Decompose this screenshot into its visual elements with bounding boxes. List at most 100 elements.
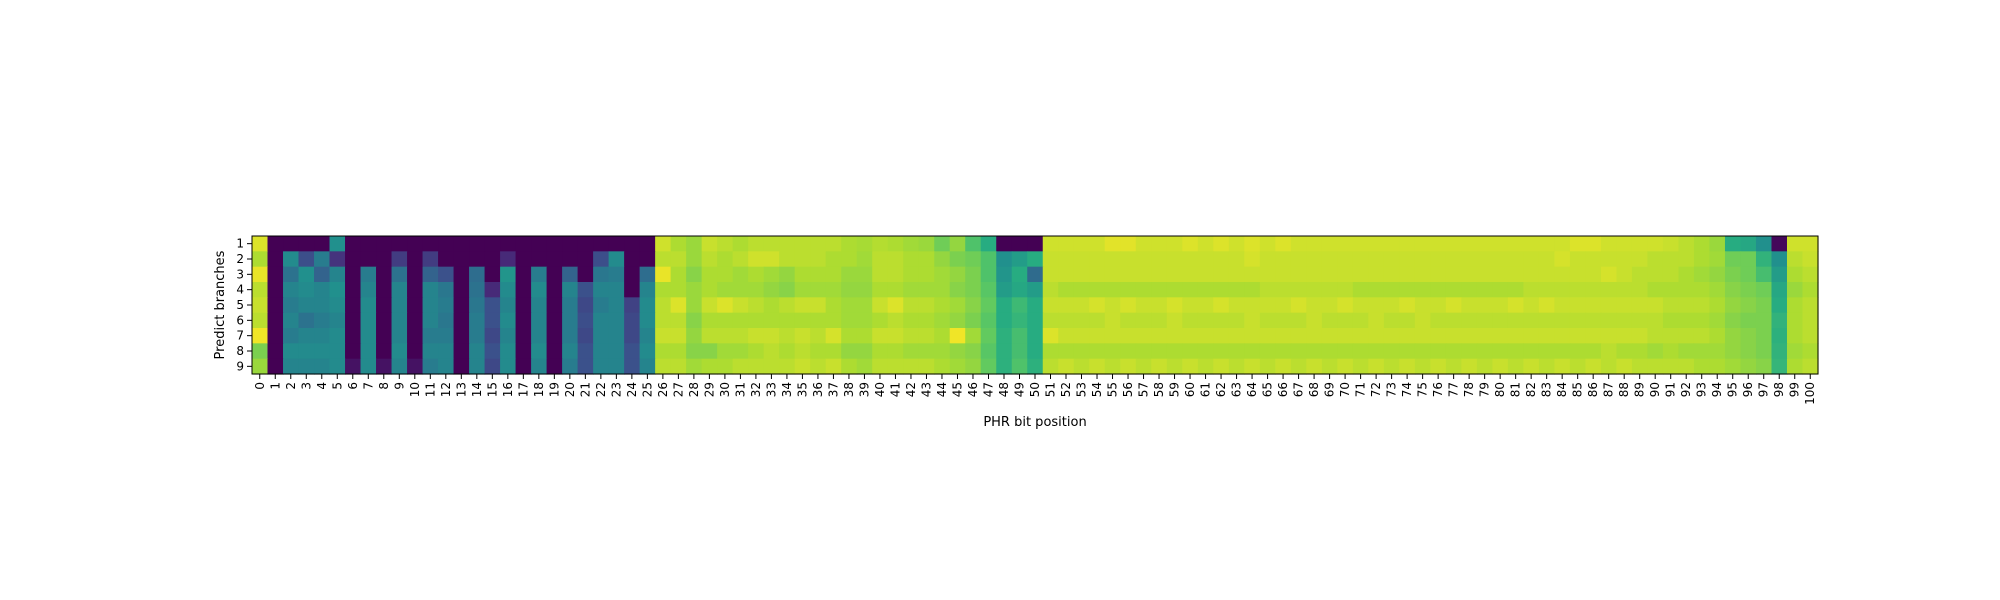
heatmap-cell xyxy=(1600,266,1618,283)
heatmap-cell xyxy=(608,266,625,283)
heatmap-cell xyxy=(779,282,796,298)
heatmap-cell xyxy=(1228,358,1245,375)
heatmap-cell xyxy=(717,236,734,252)
heatmap-cell xyxy=(1306,297,1323,314)
heatmap-cell xyxy=(1523,266,1540,283)
heatmap-cell xyxy=(1693,358,1711,375)
x-tick-label: 14 xyxy=(470,382,484,397)
heatmap-cell xyxy=(949,358,966,375)
heatmap-cell xyxy=(1445,282,1462,298)
heatmap-cell xyxy=(1135,328,1152,344)
heatmap-cell xyxy=(1383,251,1400,268)
x-tick-label: 83 xyxy=(1540,382,1554,397)
heatmap-cell xyxy=(1724,282,1742,298)
heatmap-cell xyxy=(1368,312,1385,329)
heatmap-cell xyxy=(1104,266,1121,283)
heatmap-cell xyxy=(1135,266,1152,283)
heatmap-cell xyxy=(1213,266,1230,283)
heatmap-cell xyxy=(1104,251,1121,268)
heatmap-cell xyxy=(1476,312,1493,329)
heatmap-cell xyxy=(1724,328,1742,344)
heatmap-cell xyxy=(376,297,393,314)
heatmap-cell xyxy=(1352,266,1369,283)
heatmap-cell xyxy=(1662,312,1680,329)
x-tick-label: 90 xyxy=(1648,382,1662,397)
heatmap-cell xyxy=(1073,266,1090,283)
heatmap-cell xyxy=(252,297,269,314)
heatmap-cell xyxy=(748,266,765,283)
heatmap-cell xyxy=(1290,297,1307,314)
heatmap-cell xyxy=(562,236,579,252)
heatmap-cell xyxy=(1569,282,1587,298)
heatmap-cell xyxy=(1368,282,1385,298)
x-tick-label: 68 xyxy=(1307,382,1321,397)
heatmap-cell xyxy=(1073,236,1090,252)
heatmap-cell xyxy=(841,282,858,298)
heatmap-cell xyxy=(748,297,765,314)
heatmap-cell xyxy=(732,343,749,360)
heatmap-cell xyxy=(1523,251,1540,268)
heatmap-cell xyxy=(918,251,935,268)
heatmap-cell xyxy=(376,251,393,268)
heatmap-cell xyxy=(1399,343,1416,360)
heatmap-cell xyxy=(1337,312,1354,329)
x-tick-label: 48 xyxy=(997,382,1011,397)
heatmap-cell xyxy=(329,266,346,283)
x-tick-label: 100 xyxy=(1803,382,1817,405)
heatmap-cell xyxy=(1647,297,1664,314)
heatmap-cell xyxy=(1476,343,1493,360)
heatmap-cell xyxy=(965,358,982,375)
heatmap-cell xyxy=(1182,297,1199,314)
heatmap-cell xyxy=(515,251,532,268)
heatmap-cell xyxy=(1352,251,1369,268)
x-tick-label: 25 xyxy=(640,382,654,397)
heatmap-cell xyxy=(267,236,284,252)
x-tick-label: 49 xyxy=(1012,382,1026,397)
heatmap-cell xyxy=(608,282,625,298)
heatmap-cell xyxy=(1709,297,1726,314)
heatmap-cell xyxy=(469,297,486,314)
x-tick-label: 66 xyxy=(1276,382,1290,397)
heatmap-cell xyxy=(1228,251,1245,268)
heatmap-cell xyxy=(1802,251,1819,268)
heatmap-cell xyxy=(515,236,532,252)
heatmap-cell xyxy=(1352,236,1369,252)
heatmap-cell xyxy=(1166,358,1183,375)
heatmap-cell xyxy=(1693,312,1711,329)
heatmap-cell xyxy=(562,251,579,268)
heatmap-cell xyxy=(298,282,315,298)
heatmap-cell xyxy=(252,343,269,360)
heatmap-cell xyxy=(1585,297,1602,314)
heatmap-cell xyxy=(763,312,780,329)
heatmap-cell xyxy=(1461,358,1478,375)
heatmap-cell xyxy=(1337,282,1354,298)
heatmap-cell xyxy=(453,251,470,268)
heatmap-cell xyxy=(1771,312,1788,329)
heatmap-cell xyxy=(593,297,610,314)
heatmap-cell xyxy=(1151,312,1168,329)
heatmap-cell xyxy=(934,343,951,360)
heatmap-cell xyxy=(345,312,362,329)
heatmap-cell xyxy=(639,266,656,283)
heatmap-cell xyxy=(1538,251,1556,268)
heatmap-cell xyxy=(996,251,1013,268)
heatmap-cell xyxy=(1151,266,1168,283)
heatmap-cell xyxy=(1523,236,1540,252)
heatmap-cell xyxy=(1399,358,1416,375)
heatmap-cell xyxy=(1306,282,1323,298)
heatmap-cell xyxy=(1554,358,1571,375)
heatmap-cell xyxy=(1492,282,1509,298)
heatmap-cell xyxy=(1321,312,1338,329)
heatmap-cell xyxy=(1771,251,1788,268)
heatmap-cell xyxy=(655,312,672,329)
heatmap-cell xyxy=(1709,358,1726,375)
heatmap-cell xyxy=(825,236,842,252)
heatmap-cell xyxy=(701,358,718,375)
heatmap-cell xyxy=(298,236,315,252)
heatmap-cell xyxy=(608,343,625,360)
x-tick-label: 16 xyxy=(501,382,515,397)
heatmap-cell xyxy=(670,251,687,268)
heatmap-cell xyxy=(1740,343,1757,360)
heatmap-cell xyxy=(1740,312,1757,329)
heatmap-cell xyxy=(1724,297,1742,314)
